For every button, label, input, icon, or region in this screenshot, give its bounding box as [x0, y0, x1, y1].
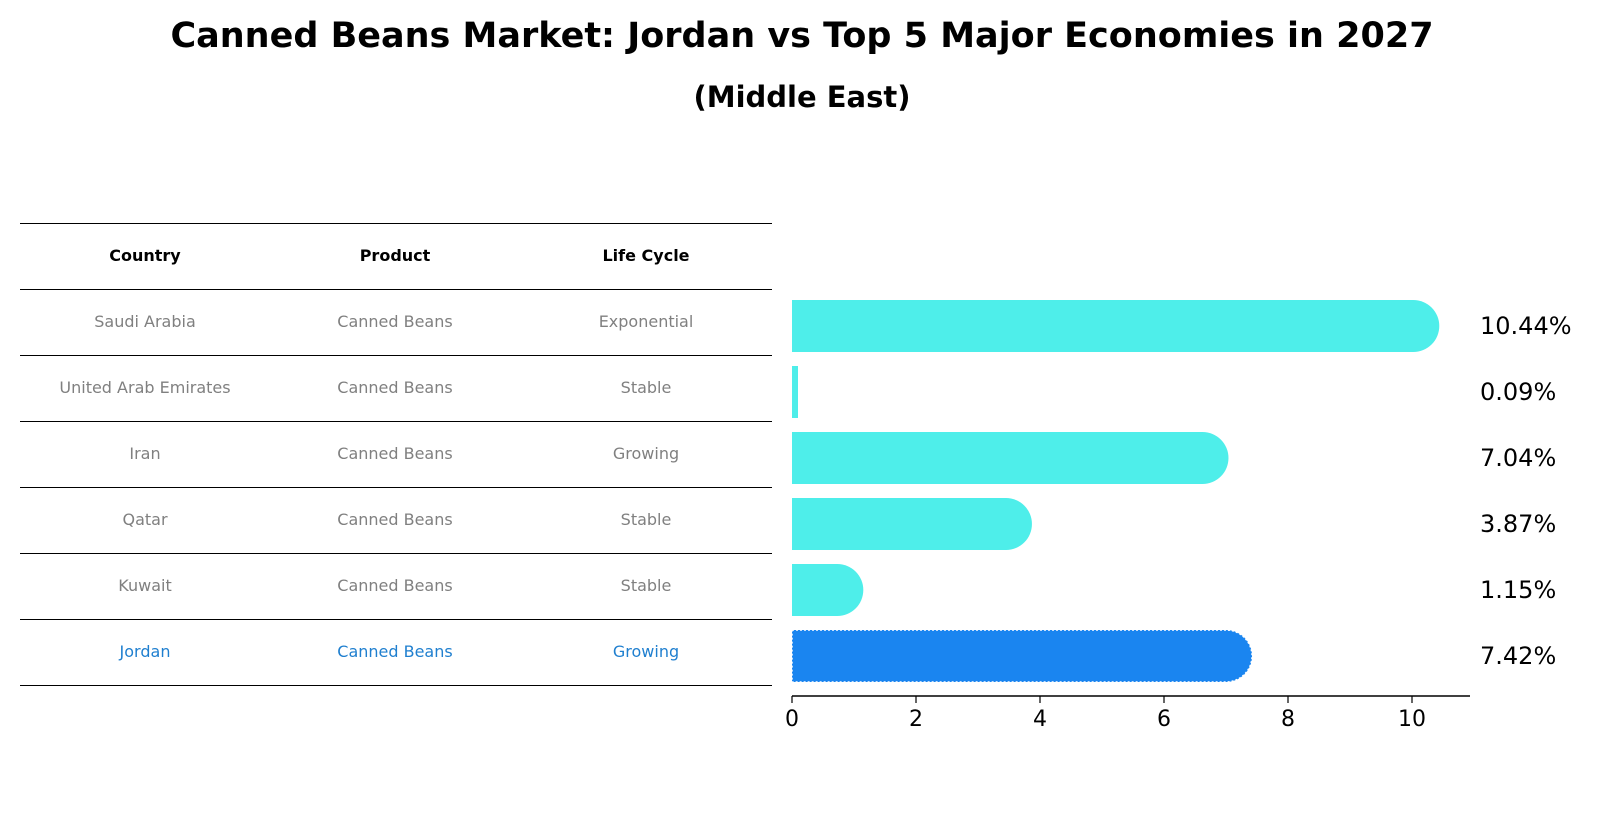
cell-life-cycle: Stable [620, 576, 672, 595]
bar-value-label: 3.87% [1480, 510, 1556, 538]
cell-country: Jordan [119, 642, 171, 661]
table-row: United Arab Emirates Canned Beans Stable [20, 355, 772, 421]
cell-product: Canned Beans [337, 312, 453, 331]
table-rule [20, 487, 772, 488]
cell-life-cycle: Exponential [598, 312, 694, 331]
x-tick-label: 4 [1033, 707, 1047, 732]
cell-life-cycle: Stable [620, 378, 672, 397]
cell-product: Canned Beans [337, 576, 453, 595]
bar [792, 498, 1032, 550]
table-rule [20, 685, 772, 686]
header-product: Product [359, 246, 431, 265]
chart-subtitle: (Middle East) [693, 80, 911, 114]
x-tick-label: 6 [1157, 707, 1171, 732]
table-rule [20, 619, 772, 620]
header-country: Country [109, 246, 181, 265]
table-row-highlight: Jordan Canned Beans Growing [20, 619, 772, 685]
cell-product: Canned Beans [337, 378, 453, 397]
x-tick-label: 2 [909, 707, 923, 732]
bar-highlight [791, 629, 1253, 683]
table-row: Iran Canned Beans Growing [20, 421, 772, 487]
table-rule [20, 421, 772, 422]
header-life-cycle: Life Cycle [602, 246, 690, 265]
bar-value-label: 1.15% [1480, 576, 1556, 604]
table-header-row: Country Product Life Cycle [20, 223, 772, 289]
bar [792, 366, 798, 418]
cell-country: Saudi Arabia [94, 312, 196, 331]
x-tick-label: 10 [1398, 707, 1426, 732]
bar [792, 432, 1229, 484]
bar [792, 564, 864, 616]
bar-value-label: 0.09% [1480, 378, 1556, 406]
chart-title: Canned Beans Market: Jordan vs Top 5 Maj… [170, 16, 1434, 56]
bar [792, 300, 1440, 352]
cell-product: Canned Beans [337, 642, 453, 661]
bar-value-label: 7.04% [1480, 444, 1556, 472]
cell-product: Canned Beans [337, 510, 453, 529]
table-rule [20, 553, 772, 554]
cell-country: Iran [129, 444, 161, 463]
x-tick-label: 8 [1281, 707, 1295, 732]
cell-life-cycle: Growing [612, 444, 680, 463]
cell-product: Canned Beans [337, 444, 453, 463]
bar-value-label: 10.44% [1480, 312, 1572, 340]
table-rule [20, 355, 772, 356]
table-row: Saudi Arabia Canned Beans Exponential [20, 289, 772, 355]
cell-country: Qatar [122, 510, 168, 529]
table-row: Kuwait Canned Beans Stable [20, 553, 772, 619]
x-tick-label: 0 [785, 707, 799, 732]
table-rule [20, 223, 772, 224]
table-row: Qatar Canned Beans Stable [20, 487, 772, 553]
table-rule [20, 289, 772, 290]
bar-value-label: 7.42% [1480, 642, 1556, 670]
cell-life-cycle: Growing [612, 642, 680, 661]
cell-country: United Arab Emirates [59, 378, 231, 397]
cell-life-cycle: Stable [620, 510, 672, 529]
cell-country: Kuwait [118, 576, 172, 595]
